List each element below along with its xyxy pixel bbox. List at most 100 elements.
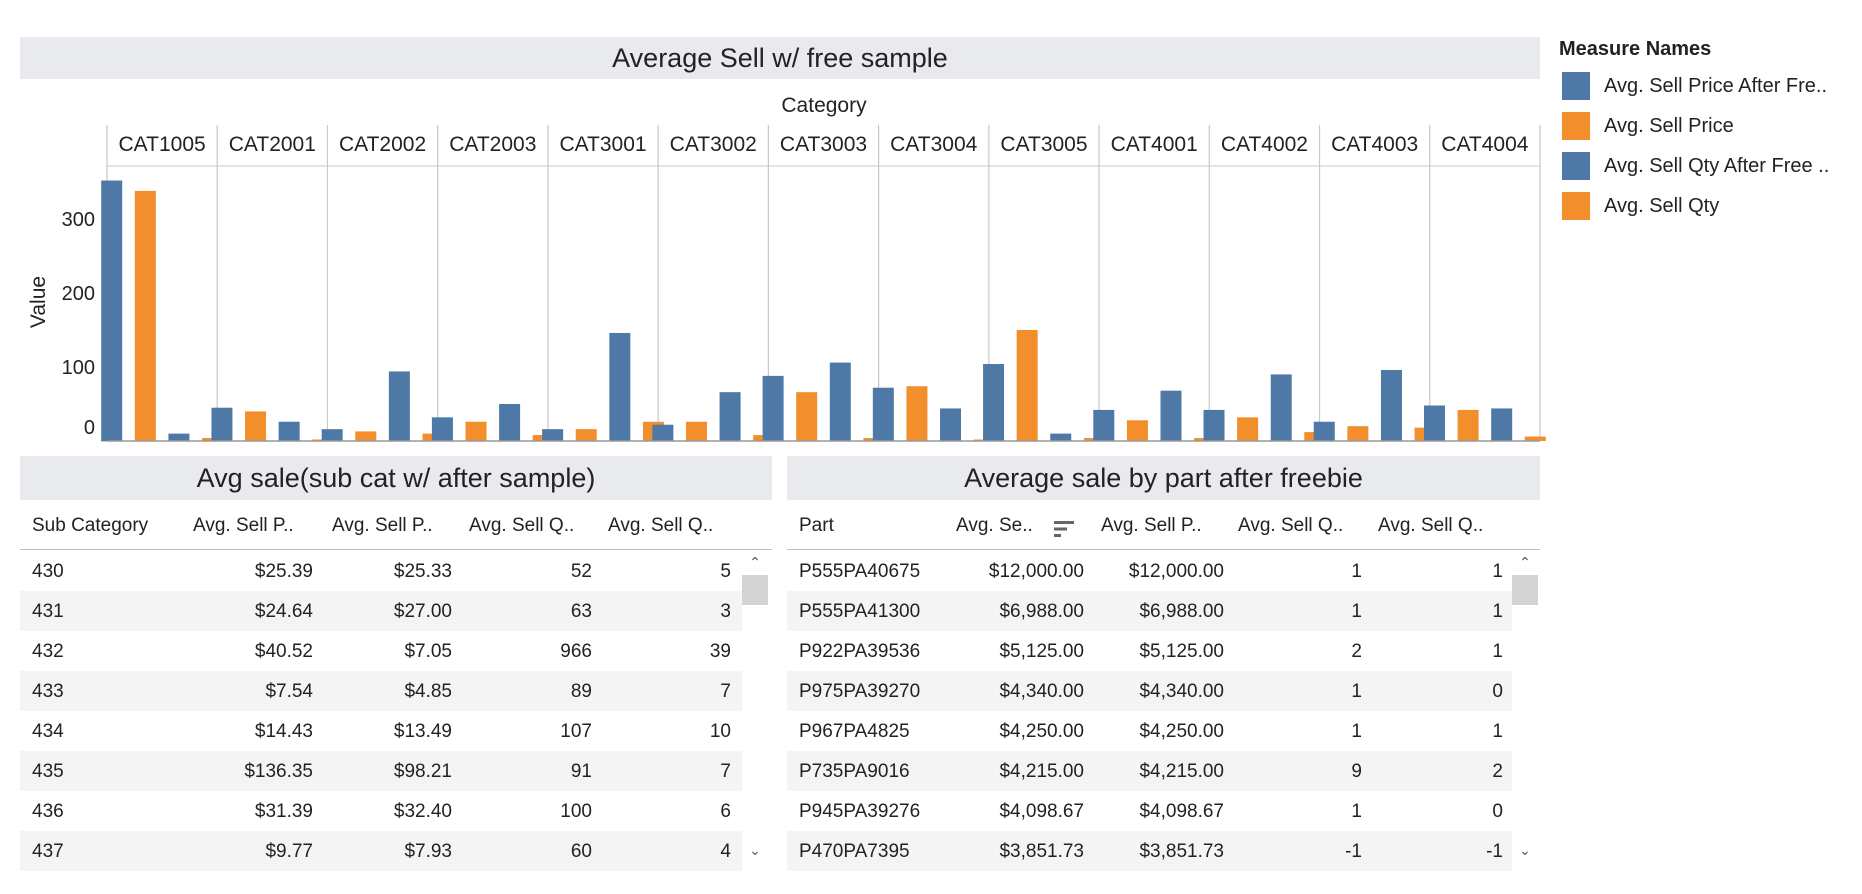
table-cell: 1 <box>1351 721 1362 742</box>
scroll-up-icon[interactable]: ⌃ <box>749 554 761 570</box>
legend-swatch <box>1562 152 1590 180</box>
table-cell: $40.52 <box>254 641 313 662</box>
scroll-down-icon[interactable]: ⌄ <box>1519 842 1531 858</box>
y-tick-label: 0 <box>84 417 95 439</box>
table-cell: $4,215.00 <box>999 761 1084 782</box>
y-tick-label: 100 <box>62 357 95 379</box>
category-label: CAT4001 <box>1111 133 1198 156</box>
bar <box>1126 420 1148 441</box>
table-row[interactable]: 431 $24.64 $27.00 63 3 <box>20 591 742 631</box>
column-header-avg-sell-price[interactable]: Avg. Sell P.. <box>1101 515 1202 536</box>
top-chart-title-bar: Average Sell w/ free sample <box>20 37 1540 79</box>
bar <box>1524 436 1546 441</box>
legend-item[interactable]: Avg. Sell Qty After Free .. <box>1562 151 1829 181</box>
scroll-thumb[interactable] <box>742 575 768 605</box>
bar <box>872 387 894 441</box>
table-row[interactable]: P922PA39536 $5,125.00 $5,125.00 2 1 <box>787 631 1512 671</box>
table-cell: 100 <box>560 801 592 822</box>
table-cell: P945PA39276 <box>799 801 921 822</box>
table-cell: 7 <box>720 761 731 782</box>
bar <box>278 421 300 441</box>
table-cell: $32.40 <box>393 801 452 822</box>
column-header-avg-sell-qty-after[interactable]: Avg. Sell Q.. <box>469 515 575 536</box>
left-table-title: Avg sale(sub cat w/ after sample) <box>196 463 596 493</box>
bar <box>1237 417 1259 441</box>
bar <box>575 429 597 441</box>
left-table-scrollbar[interactable]: ⌃ ⌄ <box>742 551 768 861</box>
column-header-avg-sell-qty[interactable]: Avg. Sell Q.. <box>608 515 714 536</box>
table-cell: 89 <box>570 681 592 702</box>
table-cell: 1 <box>1492 561 1503 582</box>
table-cell: 91 <box>570 761 592 782</box>
table-cell: $12,000.00 <box>988 561 1084 582</box>
table-cell: 1 <box>1492 641 1503 662</box>
column-header-avg-sell-price-after[interactable]: Avg. Sell P.. <box>193 515 294 536</box>
right-table-scrollbar[interactable]: ⌃ ⌄ <box>1512 551 1538 861</box>
scroll-up-icon[interactable]: ⌃ <box>1519 554 1531 570</box>
bar <box>321 429 343 441</box>
column-header-part[interactable]: Part <box>799 515 834 536</box>
bar <box>1050 433 1072 441</box>
table-row[interactable]: 432 $40.52 $7.05 966 39 <box>20 631 742 671</box>
table-cell: $12,000.00 <box>1128 561 1224 582</box>
table-row[interactable]: P555PA40675 $12,000.00 $12,000.00 1 1 <box>787 551 1512 591</box>
category-label: CAT2001 <box>229 133 316 156</box>
column-header-avg-sell-qty-after[interactable]: Avg. Sell Q.. <box>1238 515 1344 536</box>
table-row[interactable]: P470PA7395 $3,851.73 $3,851.73 -1 -1 <box>787 831 1512 871</box>
table-cell: 63 <box>570 601 592 622</box>
category-label: CAT4002 <box>1221 133 1308 156</box>
table-row[interactable]: 434 $14.43 $13.49 107 10 <box>20 711 742 751</box>
sort-descending-icon[interactable] <box>1054 519 1074 539</box>
table-row[interactable]: 436 $31.39 $32.40 100 6 <box>20 791 742 831</box>
table-row[interactable]: P735PA9016 $4,215.00 $4,215.00 9 2 <box>787 751 1512 791</box>
y-axis-label: Value <box>27 276 50 328</box>
category-label: CAT3003 <box>780 133 867 156</box>
table-cell: $98.21 <box>393 761 452 782</box>
table-row[interactable]: 433 $7.54 $4.85 89 7 <box>20 671 742 711</box>
legend-item[interactable]: Avg. Sell Price After Fre.. <box>1562 71 1827 101</box>
table-cell: 39 <box>709 641 731 662</box>
column-header-avg-sell-price[interactable]: Avg. Sell P.. <box>332 515 433 536</box>
column-header-sub-category[interactable]: Sub Category <box>32 515 149 536</box>
category-label: CAT3002 <box>670 133 757 156</box>
legend-item[interactable]: Avg. Sell Price <box>1562 111 1734 141</box>
bar <box>245 411 267 441</box>
table-cell: 3 <box>720 601 731 622</box>
table-row[interactable]: 435 $136.35 $98.21 91 7 <box>20 751 742 791</box>
table-cell: 52 <box>570 561 592 582</box>
column-header-label: Category <box>781 94 867 117</box>
table-cell: $5,125.00 <box>1139 641 1224 662</box>
scroll-thumb[interactable] <box>1512 575 1538 605</box>
table-cell: 437 <box>32 841 64 862</box>
bar <box>168 433 190 441</box>
table-cell: $3,851.73 <box>1139 841 1224 862</box>
legend-label: Avg. Sell Qty <box>1604 194 1720 217</box>
table-row[interactable]: P975PA39270 $4,340.00 $4,340.00 1 0 <box>787 671 1512 711</box>
category-label: CAT2003 <box>449 133 536 156</box>
table-row[interactable]: 437 $9.77 $7.93 60 4 <box>20 831 742 871</box>
legend-item[interactable]: Avg. Sell Qty <box>1562 191 1719 221</box>
table-row[interactable]: P945PA39276 $4,098.67 $4,098.67 1 0 <box>787 791 1512 831</box>
column-header-avg-sell-qty[interactable]: Avg. Sell Q.. <box>1378 515 1484 536</box>
bar <box>355 431 377 441</box>
table-row[interactable]: P967PA4825 $4,250.00 $4,250.00 1 1 <box>787 711 1512 751</box>
legend-swatch <box>1562 192 1590 220</box>
table-cell: 6 <box>720 801 731 822</box>
bar <box>609 332 631 441</box>
bar <box>542 429 564 441</box>
scroll-down-icon[interactable]: ⌄ <box>749 842 761 858</box>
bar <box>1016 330 1038 441</box>
table-cell: $31.39 <box>254 801 313 822</box>
table-cell: P555PA40675 <box>799 561 921 582</box>
table-row[interactable]: P555PA41300 $6,988.00 $6,988.00 1 1 <box>787 591 1512 631</box>
table-cell: $13.49 <box>393 721 452 742</box>
table-cell: 431 <box>32 601 64 622</box>
table-header: Part Avg. Se.. Avg. Sell P.. Avg. Sell Q… <box>787 505 1540 550</box>
bar-chart: Category CAT1005 CAT2001 CAT2002 CAT2003 CAT3… <box>27 94 1546 442</box>
table-cell: $4,215.00 <box>1139 761 1224 782</box>
column-header-avg-sell-price-after[interactable]: Avg. Se.. <box>956 515 1033 536</box>
table-row[interactable]: 430 $25.39 $25.33 52 5 <box>20 551 742 591</box>
table-cell: $4,340.00 <box>999 681 1084 702</box>
category-label: CAT3001 <box>559 133 646 156</box>
bar <box>719 392 741 441</box>
